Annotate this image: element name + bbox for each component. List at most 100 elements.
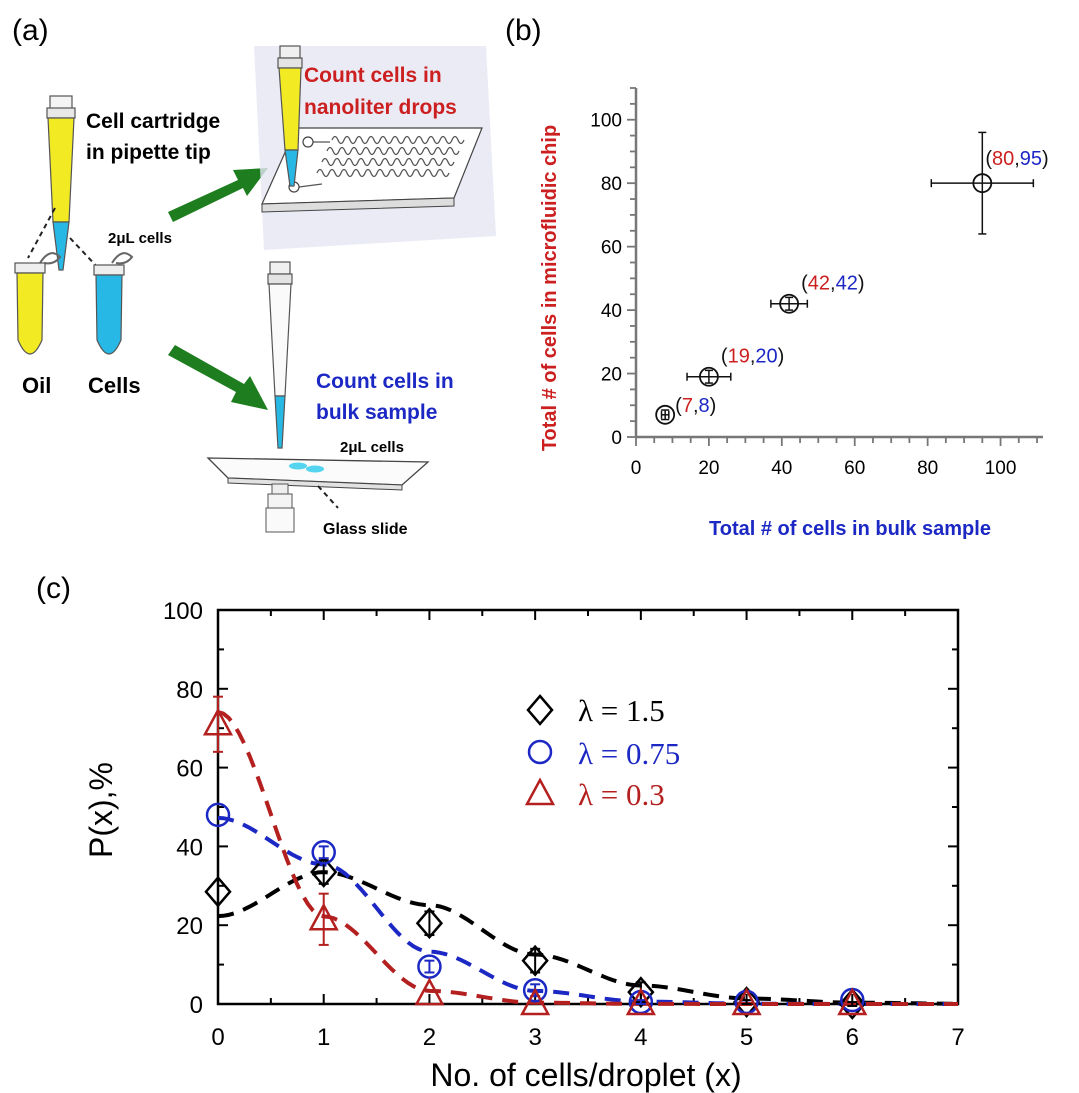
cells-tube-icon [93,252,134,355]
legend-marker-icon [524,777,556,806]
bulk-pipette-icon [267,261,293,449]
legend-marker-icon [526,694,554,726]
oil-connector-line [27,207,56,259]
chart-c-data-point [625,987,656,1016]
oil-tube-icon [14,252,62,355]
annotation-part: 7 [682,395,693,417]
glass-slide-pointer [317,485,339,509]
chart-c-x-tick-label: 5 [740,1024,753,1051]
annotation-part: ) [858,273,865,295]
chart-c-data-point [415,907,444,940]
chart-c-y-tick-label: 60 [176,756,203,783]
annotation-part: 20 [755,346,777,368]
chart-c-y-tick-label: 20 [176,913,203,940]
annotation-part: , [750,346,756,368]
chart-c-data-point [522,977,548,1003]
chart-c-data-point [310,856,338,888]
glass-slide-icon [206,457,430,491]
chart-c-data-point [838,988,866,1020]
chart-c-y-tick-label: 80 [176,677,203,704]
panel-c-label: (c) [36,572,71,605]
panel-b: (b) 0 20 40 60 80 100020406080100(7,8)(19,20)… [505,14,1049,540]
chart-c-data-point [204,875,232,908]
chart-b-point [655,404,676,425]
chart-b-point-annotation: (42,42) [801,273,864,295]
arrow-icon [168,345,268,410]
annotation-part: ( [675,395,682,417]
annotation-part: , [693,395,699,417]
chart-b-point-annotation: (7,8) [675,395,716,417]
serpentine-channel [298,135,465,188]
chart-c-data-point [202,707,234,736]
cartridge-label-line1: Cell cartridge [86,110,220,133]
chart-c-data-point [731,987,762,1016]
chart-c-y-tick-label: 0 [190,992,203,1019]
chart-b: 0 20 40 60 80 100020406080100(7,8)(19,20)(42,… [590,87,1049,479]
microscope-objective-icon [265,483,295,533]
annotation-part: 95 [1020,148,1042,170]
chart-b-point [699,366,719,387]
bulk-label-line2: bulk sample [316,401,437,424]
chart-b-x-tick-label: 40 [771,458,792,479]
annotation-part: , [830,273,836,295]
annotation-part: 42 [836,273,858,295]
chart-c-data-point [837,987,868,1016]
chart-c-poisson-curve [217,870,958,1006]
chart-b-point [779,293,800,314]
legend-entry-lambda-0-75: λ = 0.75 [578,736,680,771]
annotation-part: ) [1042,148,1049,170]
annotation-part: 8 [699,395,710,417]
annotation-part: 42 [808,273,830,295]
bulk-label-line1: Count cells in [316,370,454,393]
annotation-part: 19 [728,346,750,368]
annotation-part: ) [778,346,785,368]
chart-c-ylabel: P(x),% [83,762,119,858]
chart-b-x-tick-label: 20 [698,458,719,479]
chart-b-y-tick-label: 0 [611,428,622,449]
chart-b-x-tick-label: 60 [844,458,865,479]
chart-c-data-point [308,902,339,931]
arrow-icon [168,168,268,222]
cells-volume-label: 2μL cells [108,230,172,247]
chart-b-y-tick-label: 100 [590,111,622,132]
annotation-part: ) [710,395,717,417]
cells-label: Cells [88,373,141,398]
chart-c-data-point [732,986,761,1018]
chart-c-y-tick-label: 100 [163,598,203,625]
nanoliter-label-line2: nanoliter drops [304,96,457,119]
chart-c-x-tick-label: 7 [951,1024,964,1051]
annotation-part: , [1014,148,1020,170]
chart-c-x-tick-label: 3 [528,1024,541,1051]
chart-c-y-tick-label: 40 [176,834,203,861]
chart-b-y-tick-label: 80 [601,174,622,195]
chart-b-ylabel: Total # of cells in microfluidic chip [539,125,561,451]
chart-c-data-point [311,840,336,865]
chart-c-data-point [520,987,551,1016]
chart-c-x-tick-label: 4 [634,1024,647,1051]
chart-c-x-tick-label: 0 [211,1024,224,1051]
chart-c-data-point [521,944,549,977]
chart-b-x-tick-label: 0 [631,458,642,479]
chart-b-point-annotation: (80,95) [985,148,1048,170]
cartridge-label-line2: in pipette tip [86,141,211,164]
chart-c-x-tick-label: 1 [317,1024,330,1051]
slide-cells-label: 2μL cells [340,439,404,456]
nanoliter-label-line1: Count cells in [304,64,442,87]
panel-b-label: (b) [505,14,542,47]
chart-c-poisson-curve [217,815,958,1006]
oil-label: Oil [22,373,51,398]
chart-b-y-tick-label: 20 [601,365,622,386]
annotation-part: ( [801,273,808,295]
microfluidic-chip-icon [254,45,496,250]
annotation-part: ( [985,148,992,170]
chart-c-data-point [414,977,445,1006]
chart-c-x-tick-label: 2 [423,1024,436,1051]
chart-b-y-tick-label: 40 [601,301,622,322]
chart-c-x-tick-label: 6 [846,1024,859,1051]
chart-b-x-tick-label: 80 [917,458,938,479]
pipette-tip-icon [46,95,76,271]
chart-b-x-tick-label: 100 [985,458,1017,479]
legend-marker-icon [527,739,553,765]
annotation-part: 80 [992,148,1014,170]
